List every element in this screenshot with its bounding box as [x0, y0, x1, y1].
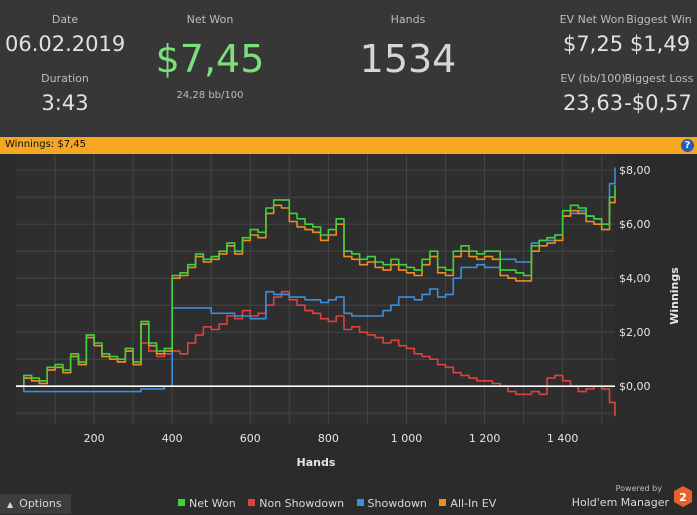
legend-swatch [356, 499, 364, 506]
x-tick-label: 1 200 [469, 432, 501, 445]
footer: ▲ Options Net Won Non Showdown Showdown A… [0, 484, 697, 514]
series-lines [16, 167, 616, 416]
hands-value: 1534 [359, 37, 457, 81]
ev-bb100-value: 23,63 [562, 91, 624, 115]
legend-item-net-won[interactable]: Net Won [178, 497, 236, 510]
options-button[interactable]: ▲ Options [0, 494, 71, 514]
x-tick-label: 800 [318, 432, 339, 445]
legend-label: All-In EV [450, 497, 497, 510]
netwon-value: $7,45 [155, 37, 265, 81]
ev-bb100-label: EV (bb/100) [560, 72, 626, 85]
date-label: Date [51, 13, 79, 26]
legend-swatch [178, 499, 185, 506]
x-ticks: 200 400 600 800 1 000 1 200 1 400 [84, 432, 579, 445]
biggest-win-value: $1,49 [629, 32, 691, 56]
brand-number: 2 [679, 491, 687, 504]
date-value: 06.02.2019 [5, 32, 126, 56]
legend-swatch [439, 499, 447, 506]
options-label: Options [19, 497, 62, 510]
help-icon[interactable]: ? [681, 139, 694, 152]
legend-item-all-in-ev[interactable]: All-In EV [439, 497, 496, 510]
plot-background [16, 154, 615, 424]
winnings-chart-area: 200 400 600 800 1 000 1 200 1 400 $0,00 $2,00 $4… [0, 154, 697, 494]
winnings-chart: 200 400 600 800 1 000 1 200 1 400 $0,00 $2,00 $4… [16, 154, 681, 469]
hands-label: Hands [390, 13, 426, 26]
brand-name: Hold'em Manager [572, 496, 670, 509]
x-axis-label: Hands [297, 456, 336, 469]
x-tick-label: 1 000 [391, 432, 423, 445]
x-tick-label: 600 [240, 432, 261, 445]
legend-label: Net Won [189, 497, 236, 510]
legend-item-non-showdown[interactable]: Non Showdown [248, 497, 344, 510]
y-tick-label: $2,00 [619, 326, 651, 339]
y-tick-label: $4,00 [619, 272, 651, 285]
series-line-all-in-ev [16, 190, 616, 387]
duration-value: 3:43 [41, 91, 89, 115]
legend-label: Showdown [367, 497, 427, 510]
chart-legend: Net Won Non Showdown Showdown All-In EV [178, 497, 505, 510]
x-tick-label: 200 [84, 432, 105, 445]
y-ticks: $0,00 $2,00 $4,00 $6,00 $8,00 [619, 164, 651, 393]
legend-label: Non Showdown [259, 497, 345, 510]
powered-by-text: Powered by [616, 484, 663, 493]
netwon-label: Net Won [186, 13, 234, 26]
biggest-win-label: Biggest Win [626, 13, 692, 26]
y-tick-label: $0,00 [619, 380, 651, 393]
ev-net-won-label: EV Net Won [559, 13, 625, 26]
stats-panel: Date 06.02.2019 Duration 3:43 Net Won $7… [0, 0, 697, 137]
winnings-banner: Winnings: $7,45 ? [0, 137, 697, 154]
y-axis-label: Winnings [668, 267, 681, 325]
series-line-net-won [16, 185, 616, 387]
triangle-up-icon: ▲ [7, 500, 14, 509]
duration-label: Duration [41, 72, 89, 85]
y-tick-label: $8,00 [619, 164, 651, 177]
x-tick-label: 1 400 [547, 432, 579, 445]
winnings-banner-text: Winnings: $7,45 [5, 139, 86, 150]
ev-net-won-value: $7,25 [562, 32, 624, 56]
biggest-loss-label: Biggest Loss [624, 72, 694, 85]
hem2-logo-icon [674, 486, 692, 507]
netwon-bb100: 24,28 bb/100 [176, 90, 244, 101]
hem2-brand: Powered by Hold'em Manager 2 [572, 484, 692, 509]
biggest-loss-value: -$0,57 [624, 91, 692, 115]
x-tick-label: 400 [162, 432, 183, 445]
legend-item-showdown[interactable]: Showdown [356, 497, 427, 510]
legend-swatch [248, 499, 256, 506]
y-tick-label: $6,00 [619, 218, 651, 231]
